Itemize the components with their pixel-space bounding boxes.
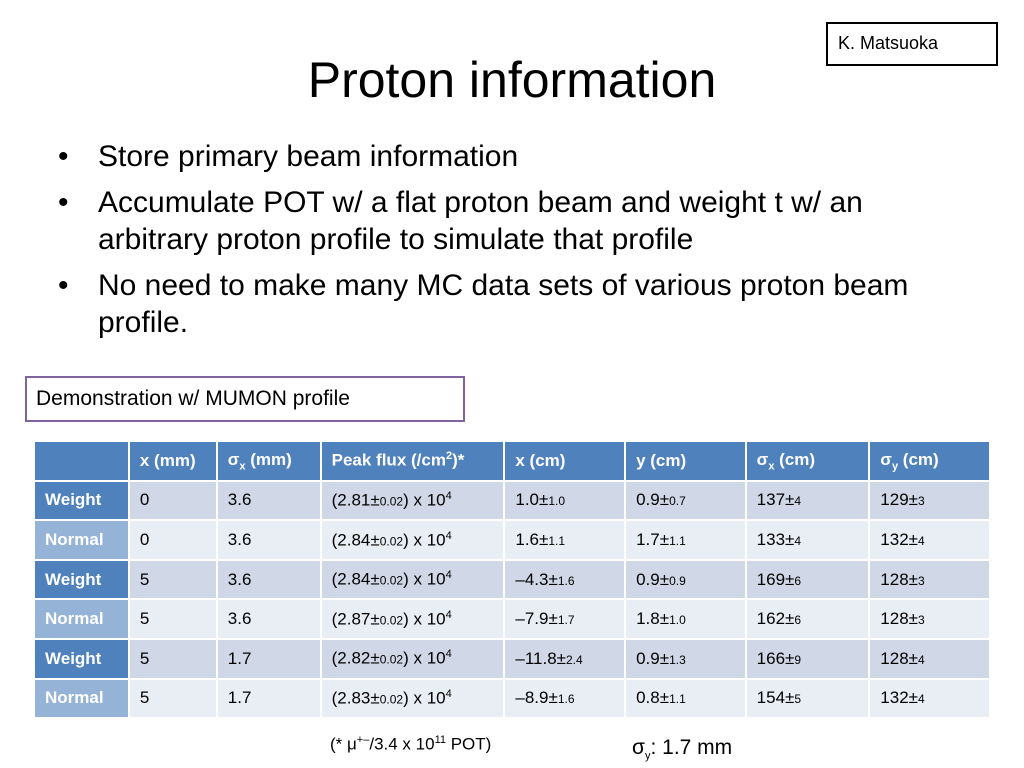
cell-sigma-x-mm: 1.7 (215, 677, 322, 720)
header-sigma-x-cm: σx (cm) (744, 440, 871, 482)
row-label: Normal (33, 519, 130, 561)
cell-x-mm: 5 (127, 677, 218, 720)
cell-peak-flux: (2.81±0.02) x 104 (319, 479, 506, 522)
row-label: Weight (33, 479, 130, 522)
cell-y-cm: 0.9±0.7 (624, 479, 747, 522)
cell-sigma-x-mm: 3.6 (215, 598, 322, 640)
cell-y-cm: 0.9±0.9 (624, 558, 747, 601)
cell-sigma-x-cm: 166±9 (744, 637, 871, 680)
cell-sigma-x-cm: 133±4 (744, 519, 871, 561)
table-row: Weight 0 3.6 (2.81±0.02) x 104 1.0±1.0 0.9±0.… (33, 479, 991, 522)
bullet-text: No need to make many MC data sets of var… (98, 269, 909, 339)
cell-x-cm: –11.8±2.4 (503, 637, 627, 680)
cell-peak-flux: (2.87±0.02) x 104 (319, 598, 506, 640)
table-row: Weight 5 3.6 (2.84±0.02) x 104 –4.3±1.6 0.9±0… (33, 558, 991, 601)
cell-x-mm: 5 (127, 598, 218, 640)
header-x-cm: x (cm) (503, 440, 627, 482)
sigma-y-note: σy: 1.7 mm (632, 736, 733, 763)
row-label: Weight (33, 558, 130, 601)
cell-sigma-x-cm: 137±4 (744, 479, 871, 522)
slide-title: Proton information (307, 52, 717, 108)
cell-x-mm: 0 (127, 519, 218, 561)
cell-x-cm: 1.0±1.0 (503, 479, 627, 522)
bullet-dot-icon: • (58, 140, 69, 173)
cell-sigma-x-cm: 154±5 (744, 677, 871, 720)
bullet-dot-icon: • (58, 269, 69, 302)
cell-peak-flux: (2.83±0.02) x 104 (319, 677, 506, 720)
cell-sigma-x-mm: 3.6 (215, 558, 322, 601)
demo-label-box: Demonstration w/ MUMON profile (25, 376, 465, 422)
row-label: Normal (33, 677, 130, 720)
cell-y-cm: 0.8±1.1 (624, 677, 747, 720)
cell-x-cm: –7.9±1.7 (503, 598, 627, 640)
demo-label: Demonstration w/ MUMON profile (36, 387, 350, 410)
author-box: K. Matsuoka (826, 22, 998, 66)
table-header-row: x (mm) σx (mm) Peak flux (/cm2)* x (cm) … (33, 440, 991, 482)
bullet-item: • No need to make many MC data sets of va… (58, 267, 978, 341)
bullet-text: Store primary beam information (98, 140, 519, 173)
author-label: K. Matsuoka (838, 33, 939, 53)
bullet-item: • Accumulate POT w/ a flat proton beam an… (58, 184, 978, 258)
cell-x-mm: 5 (127, 637, 218, 680)
cell-sigma-y-cm: 128±4 (868, 637, 991, 680)
cell-peak-flux: (2.84±0.02) x 104 (319, 558, 506, 601)
row-label: Normal (33, 598, 130, 640)
table-row: Normal 5 1.7 (2.83±0.02) x 104 –8.9±1.6 0.8±1… (33, 677, 991, 720)
header-y-cm: y (cm) (624, 440, 747, 482)
cell-sigma-y-cm: 128±3 (868, 558, 991, 601)
bullet-list: • Store primary beam information • Accumul… (58, 138, 978, 350)
cell-sigma-x-cm: 162±6 (744, 598, 871, 640)
cell-y-cm: 0.9±1.3 (624, 637, 747, 680)
cell-sigma-y-cm: 132±4 (868, 677, 991, 720)
cell-sigma-y-cm: 129±3 (868, 479, 991, 522)
row-label: Weight (33, 637, 130, 680)
cell-sigma-x-mm: 3.6 (215, 479, 322, 522)
cell-sigma-x-cm: 169±6 (744, 558, 871, 601)
cell-x-cm: 1.6±1.1 (503, 519, 627, 561)
header-sigma-y-cm: σy (cm) (868, 440, 991, 482)
pot-footnote: (* μ+–/3.4 x 1011 POT) (330, 734, 492, 754)
table-row: Normal 0 3.6 (2.84±0.02) x 104 1.6±1.1 1.7±1.… (33, 519, 991, 561)
bullet-text: Accumulate POT w/ a flat proton beam and… (98, 186, 863, 256)
cell-y-cm: 1.8±1.0 (624, 598, 747, 640)
cell-y-cm: 1.7±1.1 (624, 519, 747, 561)
cell-peak-flux: (2.84±0.02) x 104 (319, 519, 506, 561)
cell-sigma-x-mm: 3.6 (215, 519, 322, 561)
cell-x-mm: 5 (127, 558, 218, 601)
cell-sigma-y-cm: 128±3 (868, 598, 991, 640)
cell-x-cm: –8.9±1.6 (503, 677, 627, 720)
cell-x-cm: –4.3±1.6 (503, 558, 627, 601)
header-sigma-x-mm: σx (mm) (215, 440, 322, 482)
header-peak-flux: Peak flux (/cm2)* (319, 440, 506, 482)
cell-peak-flux: (2.82±0.02) x 104 (319, 637, 506, 680)
table-row: Normal 5 3.6 (2.87±0.02) x 104 –7.9±1.7 1.8±1… (33, 598, 991, 640)
table-row: Weight 5 1.7 (2.82±0.02) x 104 –11.8±2.4 0.9±… (33, 637, 991, 680)
cell-x-mm: 0 (127, 479, 218, 522)
cell-sigma-y-cm: 132±4 (868, 519, 991, 561)
header-x-mm: x (mm) (127, 440, 218, 482)
results-table: x (mm) σx (mm) Peak flux (/cm2)* x (cm) … (33, 440, 991, 720)
bullet-dot-icon: • (58, 186, 69, 219)
bullet-item: • Store primary beam information (58, 138, 978, 175)
cell-sigma-x-mm: 1.7 (215, 637, 322, 680)
header-corner (33, 440, 130, 482)
